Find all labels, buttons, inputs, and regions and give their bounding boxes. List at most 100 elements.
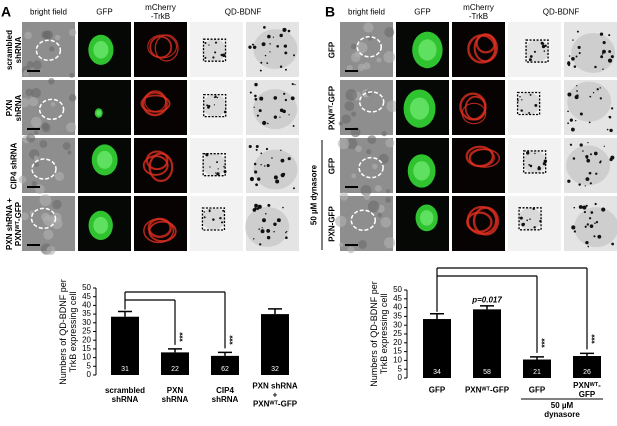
qd-dot <box>599 160 602 163</box>
texture <box>46 245 56 255</box>
qd-dot <box>283 92 286 95</box>
qd-dot <box>256 114 259 117</box>
qd-dot <box>575 55 578 58</box>
texture <box>381 130 387 137</box>
qd-dot <box>273 222 277 226</box>
row-label: GFP <box>327 41 337 58</box>
column-header: bright field <box>348 7 385 17</box>
row-label: PXN-GFP <box>327 205 337 242</box>
y-tick-label: 15 <box>82 344 91 353</box>
texture <box>68 94 77 102</box>
micrograph <box>78 80 131 135</box>
qd-dot <box>542 42 545 45</box>
texture <box>69 72 75 78</box>
qd-cell <box>253 29 298 70</box>
qd-dot <box>533 226 536 229</box>
qd-dot <box>597 234 602 239</box>
texture <box>350 43 357 50</box>
qd-dot <box>571 225 576 230</box>
qd-dot <box>578 205 583 209</box>
qd-dot <box>586 158 591 163</box>
qd-dot <box>590 211 594 214</box>
qd-dot <box>589 153 592 156</box>
qd-dot <box>263 26 266 29</box>
qd-dot <box>602 49 606 54</box>
qd-dot <box>253 162 257 166</box>
qd-dot <box>594 222 596 225</box>
qd-dot <box>216 96 219 99</box>
texture <box>48 78 55 85</box>
x-tick-label: PXN shRNA <box>161 386 189 404</box>
qd-dot <box>567 92 572 97</box>
qd-dot <box>293 54 296 57</box>
qd-dot <box>271 157 273 159</box>
qd-dot <box>537 166 541 169</box>
qd-dot <box>599 97 602 100</box>
group-label: 50 µM dynasore <box>309 164 319 226</box>
texture <box>383 51 396 63</box>
row-label: PXNᵂᵀ-GFP <box>327 85 337 130</box>
qd-dot <box>533 50 536 53</box>
qd-dot <box>222 209 225 212</box>
qd-dot <box>248 144 252 149</box>
qd-dot <box>292 125 295 127</box>
texture <box>50 101 56 107</box>
zoom-box <box>523 150 547 174</box>
y-tick-label: 50 <box>393 285 402 294</box>
qd-dot <box>287 29 291 33</box>
qd-dot <box>204 56 207 59</box>
error-bar <box>118 310 132 317</box>
y-axis-label: Numbers of QD-BDNF per TrkB expressing c… <box>369 281 389 387</box>
bar <box>111 316 139 375</box>
texture <box>384 27 395 38</box>
qd-dot <box>257 177 261 181</box>
qd-dot <box>275 179 280 184</box>
cell-outline <box>356 36 383 58</box>
qd-dot <box>260 229 265 234</box>
qd-dot <box>584 185 586 187</box>
texture <box>32 60 42 70</box>
qd-dot <box>569 143 573 146</box>
significance: *** <box>590 334 600 345</box>
bar <box>161 352 189 375</box>
texture <box>31 88 41 98</box>
qd-dot <box>589 224 594 228</box>
column-header: QD-BDNF <box>224 7 262 17</box>
qd-dot <box>249 91 252 94</box>
qd-dot <box>212 56 215 59</box>
qd-dot <box>601 53 604 55</box>
x-tick-label: GFP <box>528 385 546 395</box>
qd-dot <box>266 235 271 240</box>
qd-dot <box>292 187 295 190</box>
texture <box>357 63 366 71</box>
qd-dot <box>602 41 606 45</box>
cell-outline <box>38 98 65 121</box>
qd-dot <box>528 112 531 114</box>
texture <box>386 100 399 113</box>
qd-dot <box>204 41 207 45</box>
zoom-box <box>516 91 541 116</box>
qd-dot <box>601 207 606 212</box>
qd-dot <box>254 94 257 98</box>
qd-dot <box>568 55 571 57</box>
mcherry-ring <box>140 94 171 113</box>
qd-dot <box>214 51 217 54</box>
qd-dot <box>254 170 258 174</box>
qd-cell <box>245 206 290 247</box>
qd-dot <box>251 43 255 46</box>
qd-dot <box>253 238 255 240</box>
qd-dot <box>567 179 571 183</box>
texture <box>28 96 39 107</box>
error-bar <box>530 356 544 360</box>
gfp-core <box>93 41 109 59</box>
x-tick-label: PXNᵂᵀ-GFP <box>573 381 601 399</box>
x-tick-label: scrambled shRNA <box>104 386 146 404</box>
qd-dot <box>579 112 583 116</box>
gfp-core <box>420 210 434 226</box>
panel-label: B <box>324 3 336 20</box>
texture <box>43 229 54 240</box>
qd-dot <box>589 182 592 185</box>
texture <box>351 173 357 179</box>
qd-dot <box>216 172 220 176</box>
texture <box>18 175 27 184</box>
